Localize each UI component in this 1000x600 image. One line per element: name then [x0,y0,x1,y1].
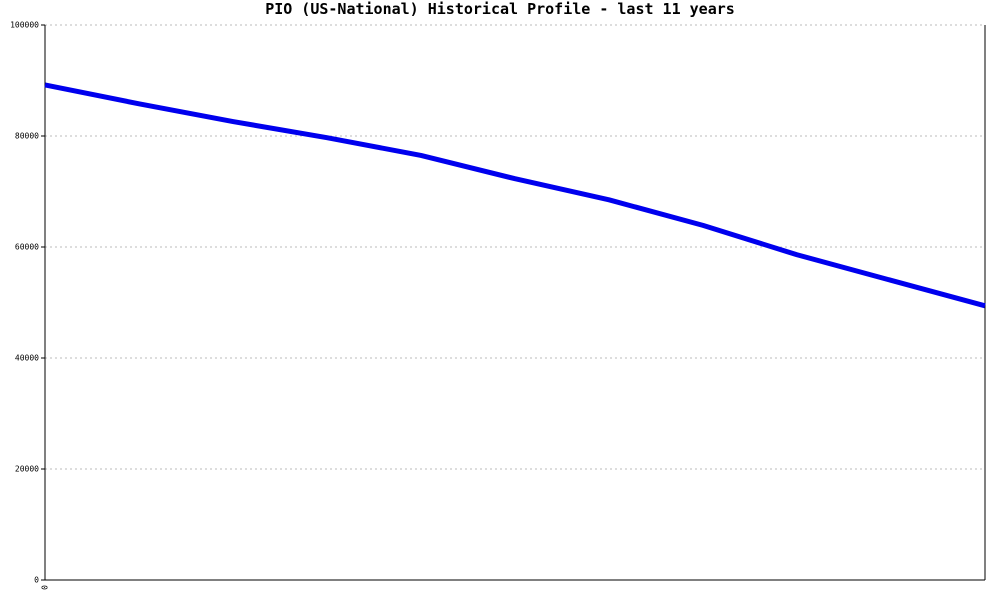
y-tick-label: 100000 [10,21,39,30]
x-tick-label: 0 [41,585,50,590]
y-tick-label: 80000 [15,132,39,141]
chart-title: PIO (US-National) Historical Profile - l… [265,0,735,18]
y-tick-label: 60000 [15,243,39,252]
y-tick-label: 20000 [15,465,39,474]
y-tick-label: 0 [34,576,39,585]
y-tick-label: 40000 [15,354,39,363]
data-line [44,82,986,309]
